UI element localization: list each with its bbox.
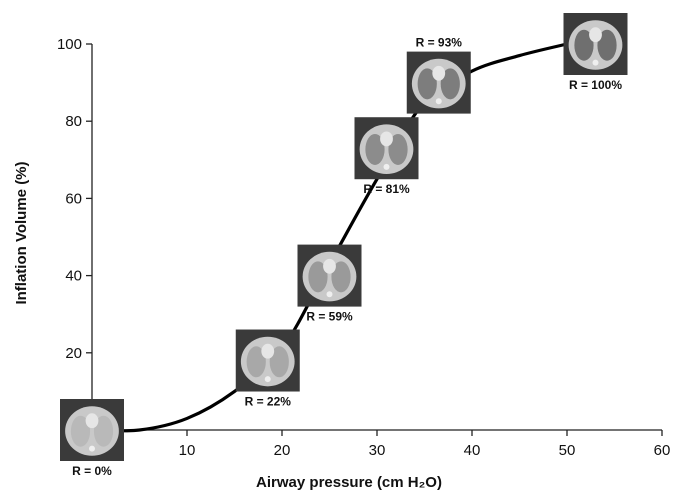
ct-lung-right: [597, 29, 617, 61]
ct-spine: [592, 59, 599, 66]
ct-scan-3: [354, 117, 419, 180]
ct-spine: [435, 98, 442, 105]
ct-spine: [264, 376, 271, 383]
ct-lung-right: [331, 261, 351, 293]
ct-heart: [85, 413, 99, 429]
x-tick-label-10: 10: [179, 442, 196, 459]
ct-scan-2: [297, 244, 362, 307]
ct-scan-5: [563, 13, 628, 75]
x-tick-label-60: 60: [654, 442, 671, 459]
r-label-1: R = 22%: [245, 395, 292, 409]
inflation-curve: [90, 42, 569, 433]
ct-spine: [89, 445, 95, 452]
y-tick-label-20: 20: [65, 345, 82, 362]
x-tick-label-50: 50: [559, 442, 576, 459]
r-label-3: R = 81%: [363, 182, 410, 196]
r-label-2: R = 59%: [306, 310, 353, 324]
ct-scan-4: [406, 51, 471, 114]
ct-lung-left: [246, 346, 266, 378]
ct-heart: [323, 258, 336, 274]
y-axis-title: Inflation Volume (%): [13, 161, 30, 304]
y-tick-label-60: 60: [65, 190, 82, 207]
scan-layer: R = 0% R = 22% R = 59% R = 81% R = 93% R = 10…: [60, 13, 628, 478]
ct-lung-left: [70, 415, 91, 447]
ct-heart: [589, 27, 602, 43]
curve-layer: [90, 42, 569, 433]
ct-spine: [383, 163, 390, 170]
r-label-5: R = 100%: [569, 78, 622, 92]
x-axis-title: Airway pressure (cm H₂O): [256, 474, 442, 491]
ct-spine: [326, 291, 333, 298]
ct-lung-right: [440, 68, 460, 100]
ct-lung-left: [308, 261, 328, 293]
ct-heart: [432, 65, 446, 81]
x-tick-label-20: 20: [274, 442, 291, 459]
r-label-4: R = 93%: [416, 36, 463, 50]
axes: 20 40 60 80 100 10 20 30 40 50 60: [57, 36, 670, 459]
x-tick-label-40: 40: [464, 442, 481, 459]
ct-scan-1: [235, 329, 300, 392]
y-tick-label-80: 80: [65, 113, 82, 130]
x-tick-label-30: 30: [369, 442, 386, 459]
ct-lung-left: [574, 29, 594, 61]
y-tick-label-100: 100: [57, 36, 82, 53]
r-label-0: R = 0%: [72, 464, 112, 478]
ct-lung-left: [417, 68, 437, 100]
ct-scan-0: [60, 399, 124, 461]
ct-lung-right: [93, 415, 114, 447]
ct-lung-right: [269, 346, 289, 378]
ct-lung-left: [365, 133, 385, 165]
ct-lung-right: [388, 133, 408, 165]
ct-heart: [261, 343, 275, 359]
ct-heart: [380, 131, 393, 147]
y-tick-label-40: 40: [65, 268, 82, 285]
